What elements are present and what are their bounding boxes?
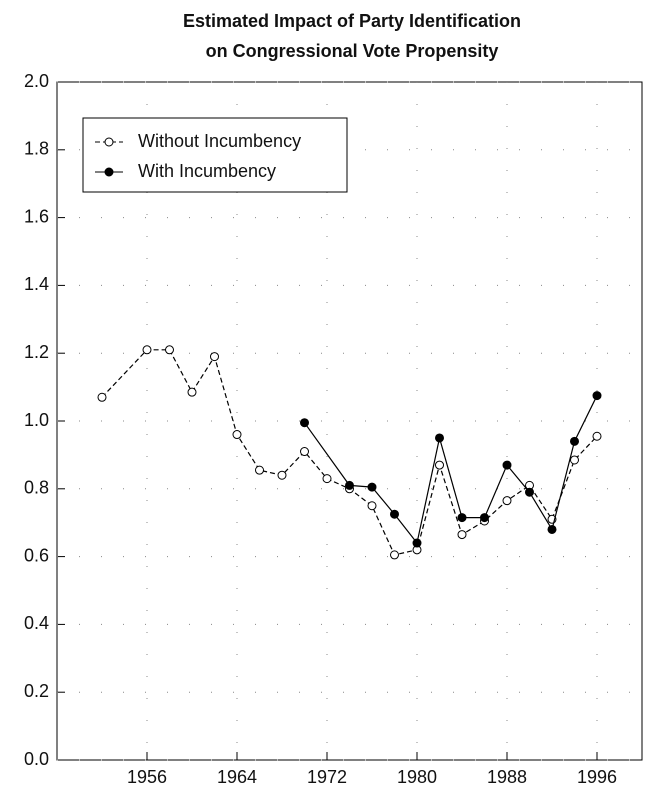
x-tick-label: 1956 bbox=[127, 767, 167, 787]
legend-label: With Incumbency bbox=[138, 161, 276, 181]
x-tick-label: 1964 bbox=[217, 767, 257, 787]
point bbox=[592, 431, 602, 441]
y-tick-label: 0.8 bbox=[24, 478, 49, 498]
y-tick-label: 0.2 bbox=[24, 681, 49, 701]
chart-title: Estimated Impact of Party Identification bbox=[183, 11, 521, 31]
point bbox=[390, 550, 399, 560]
point bbox=[232, 430, 242, 440]
legend-label: Without Incumbency bbox=[138, 131, 301, 151]
point bbox=[390, 509, 399, 519]
point bbox=[97, 392, 107, 402]
y-tick-label: 2.0 bbox=[24, 71, 49, 91]
point bbox=[592, 391, 602, 401]
point bbox=[435, 433, 444, 443]
y-tick-label: 1.2 bbox=[24, 342, 49, 362]
point bbox=[300, 447, 309, 457]
point bbox=[255, 465, 264, 475]
y-tick-label: 1.8 bbox=[24, 139, 49, 159]
y-tick-label: 0.4 bbox=[24, 613, 49, 633]
point bbox=[457, 530, 467, 540]
point bbox=[322, 474, 332, 484]
point bbox=[367, 482, 377, 492]
point bbox=[480, 513, 489, 523]
y-tick-label: 1.0 bbox=[24, 410, 49, 430]
legend-marker bbox=[104, 137, 114, 147]
point bbox=[502, 460, 512, 470]
point bbox=[457, 513, 467, 523]
series-line bbox=[101, 349, 598, 556]
y-tick-label: 0.0 bbox=[24, 749, 49, 769]
x-tick-label: 1996 bbox=[577, 767, 617, 787]
x-tick-label: 1972 bbox=[307, 767, 347, 787]
chart-title: on Congressional Vote Propensity bbox=[206, 41, 499, 61]
point bbox=[277, 470, 287, 480]
point bbox=[142, 345, 152, 355]
point bbox=[165, 345, 174, 355]
x-tick-label: 1980 bbox=[397, 767, 437, 787]
x-tick-label: 1988 bbox=[487, 767, 527, 787]
point bbox=[570, 436, 579, 446]
point bbox=[300, 418, 309, 428]
point bbox=[210, 352, 219, 362]
point bbox=[502, 496, 512, 506]
point bbox=[570, 455, 579, 465]
point bbox=[547, 524, 557, 534]
point bbox=[412, 538, 422, 548]
point bbox=[435, 460, 444, 470]
legend-marker bbox=[104, 167, 114, 177]
point bbox=[187, 387, 197, 397]
legend-box bbox=[82, 117, 348, 193]
y-tick-label: 1.6 bbox=[24, 206, 49, 226]
point bbox=[525, 487, 534, 497]
y-tick-label: 1.4 bbox=[24, 274, 49, 294]
y-tick-label: 0.6 bbox=[24, 545, 49, 565]
point bbox=[367, 501, 377, 511]
point bbox=[345, 480, 354, 490]
